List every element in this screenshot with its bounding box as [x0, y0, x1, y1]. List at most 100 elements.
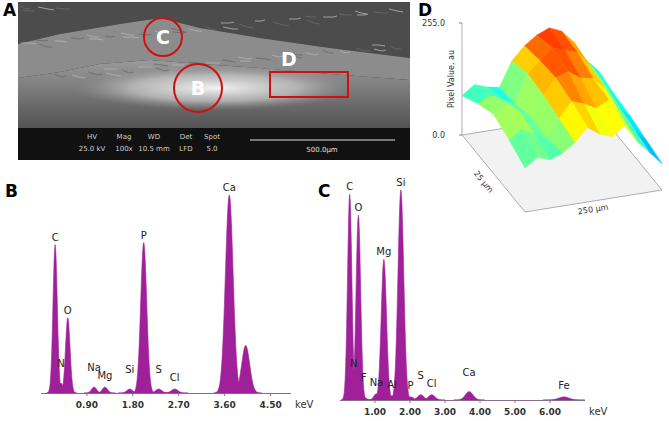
spectrum-panel: CNOFNaMgAlSiPSClCaFe1.002.003.004.005.00…: [318, 177, 608, 417]
peak: [349, 215, 367, 400]
peak-label: O: [354, 202, 362, 213]
y-axis-label: 25 µm: [472, 169, 495, 195]
sem-texture: [255, 20, 265, 21]
peak-label: N: [350, 358, 357, 369]
peak-label: Na: [370, 377, 384, 388]
x-tick: [86, 393, 87, 396]
x-tick: [178, 393, 179, 396]
sem-texture: [55, 41, 67, 42]
surface-cell: [634, 129, 662, 164]
peak: [214, 195, 245, 393]
x-tick: [550, 400, 551, 403]
info-header: WD: [148, 133, 160, 141]
sem-texture: [56, 8, 70, 9]
x-tick-label: 2.00: [399, 407, 421, 417]
peak: [418, 395, 444, 400]
peak-label: S: [156, 364, 162, 375]
sem-texture: [322, 50, 334, 53]
panel-label: A: [3, 0, 17, 20]
region-rect: [270, 72, 348, 97]
sem-texture: [305, 16, 316, 17]
region-circle: [144, 18, 182, 56]
sem-substrate: [18, 60, 410, 136]
x-tick-label: 4.50: [259, 400, 281, 410]
sem-texture: [205, 26, 217, 30]
info-header: HV: [87, 133, 97, 141]
sem-texture: [357, 14, 368, 15]
x-tick-label: 6.00: [539, 407, 561, 417]
sem-texture: [104, 69, 117, 70]
info-value: 25.0 kV: [79, 145, 106, 153]
z-tick: [459, 135, 462, 136]
peak-label: Mg: [376, 246, 391, 257]
sem-texture: [256, 58, 271, 60]
x-tick: [270, 393, 271, 396]
sem-texture: [171, 28, 186, 32]
region-label: D: [281, 48, 297, 70]
x-axis-label: 250 µm: [577, 203, 609, 217]
x-axis: [41, 393, 291, 394]
x-tick-label: 3.00: [434, 407, 456, 417]
sem-bright-band: [75, 66, 355, 110]
x-tick: [224, 393, 225, 396]
scale-bar: [250, 139, 395, 140]
x-tick: [480, 400, 481, 403]
peak-label: Al: [387, 379, 397, 390]
x-tick: [375, 400, 376, 403]
sem-texture: [172, 65, 184, 66]
sem-texture: [189, 29, 202, 31]
sem-texture: [240, 61, 251, 62]
peak: [59, 318, 77, 393]
peak: [161, 389, 187, 393]
sem-texture: [307, 20, 320, 24]
info-value: 100x: [115, 145, 133, 153]
floor: [462, 113, 662, 212]
sem-texture: [221, 22, 234, 23]
region-label: C: [156, 26, 170, 48]
peak: [94, 387, 115, 393]
sem-texture: [72, 75, 85, 78]
peak: [230, 345, 262, 393]
sem-texture: [38, 7, 54, 10]
sem-texture: [323, 16, 337, 17]
sem-texture: [389, 9, 403, 12]
x-tick-label: 4.00: [469, 407, 491, 417]
peak-label: C: [52, 232, 59, 243]
sem-texture: [340, 51, 350, 53]
peaks: [341, 190, 585, 400]
z-tick: [459, 23, 462, 24]
sem-texture: [238, 57, 252, 59]
sem-texture: [122, 70, 133, 73]
peaks: [47, 195, 262, 393]
info-header: Det: [180, 133, 193, 141]
peak: [132, 243, 156, 393]
sem-texture: [105, 36, 115, 37]
region-circle: [174, 64, 222, 112]
info-value: LFD: [179, 145, 192, 153]
info-header: Spot: [204, 133, 220, 141]
sem-texture: [306, 53, 319, 55]
peak-label: P: [141, 230, 147, 241]
peak: [47, 245, 64, 393]
sem-texture: [106, 73, 121, 76]
sem-background: [18, 2, 410, 136]
panel-label: C: [318, 181, 330, 201]
scale-bar-label: 500.0µm: [306, 146, 337, 154]
sem-texture: [121, 33, 135, 35]
sem-texture: [390, 46, 401, 49]
peak-label: Si: [125, 364, 134, 375]
peak-label: Ca: [223, 182, 236, 193]
peak-label: F: [361, 372, 367, 383]
x-tick-label: 3.60: [214, 400, 236, 410]
sem-texture: [88, 72, 102, 75]
x-axis-label: keV: [589, 406, 608, 417]
peak-label: Ca: [463, 367, 476, 378]
sem-texture: [206, 63, 220, 64]
peak-label: S: [418, 370, 424, 381]
sem-texture: [289, 18, 301, 19]
figure: HVMagWDDetSpot25.0 kV100x10.5 mmLFD5.050…: [0, 0, 669, 421]
x-tick-label: 0.90: [76, 400, 98, 410]
x-tick-label: 1.80: [122, 400, 144, 410]
sem-texture: [339, 14, 352, 15]
peak: [389, 190, 412, 400]
